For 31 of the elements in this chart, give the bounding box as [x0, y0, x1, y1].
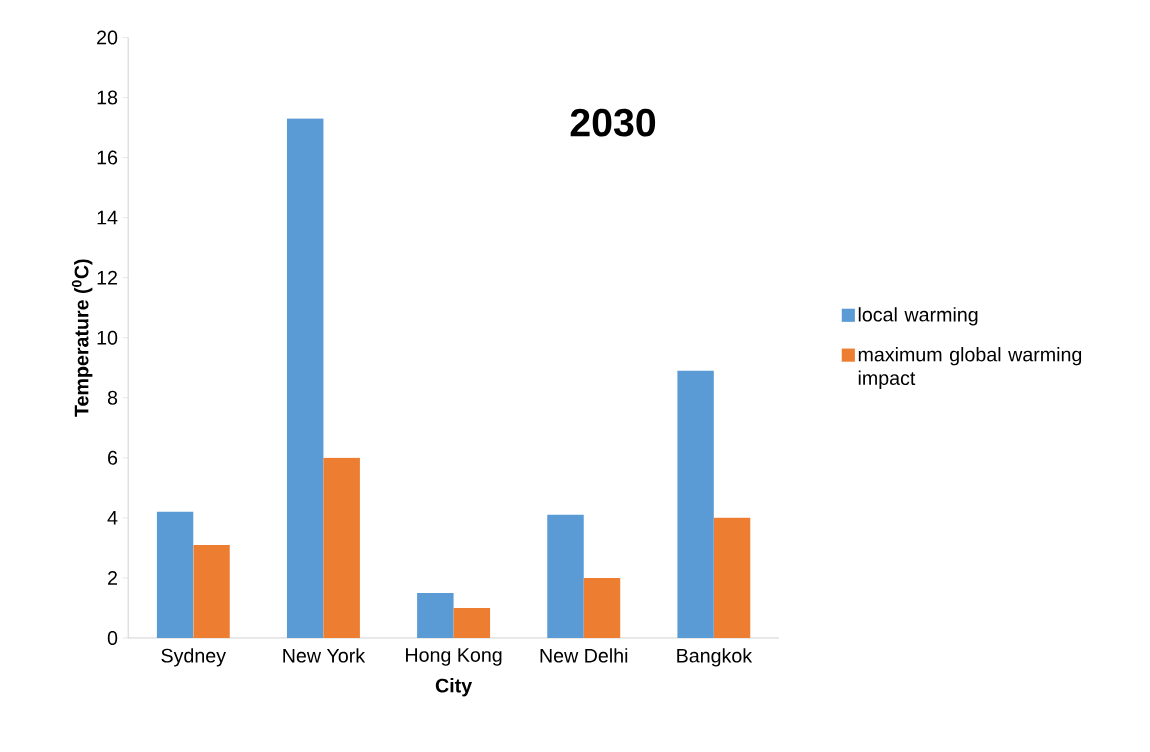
bar: [323, 457, 360, 638]
y-tick-label: 20: [97, 30, 118, 45]
y-tick-label: 6: [108, 450, 118, 465]
bar: [713, 517, 751, 638]
y-tick-label: 18: [97, 90, 118, 105]
y-tick-label: 10: [97, 330, 118, 345]
bar: [193, 544, 230, 638]
y-tick-label: 4: [107, 510, 118, 525]
text: 2030: [570, 108, 656, 137]
y-tick-label: 8: [107, 390, 118, 405]
y-tick-label: 14: [97, 210, 118, 225]
x-tick-label: Hong Kong: [406, 648, 502, 666]
y-tick-label: 16: [97, 150, 118, 165]
bar: [286, 118, 324, 638]
x-tick-label: Sydney: [161, 648, 226, 667]
y-tick-label: 2: [108, 570, 117, 585]
bar: [417, 592, 454, 638]
y-tick-label: 12: [97, 270, 117, 285]
legend-label: local warming: [858, 307, 978, 326]
x-tick-label: New Delhi: [540, 648, 628, 663]
x-tick-label: New York: [283, 648, 366, 663]
bar: [677, 370, 714, 638]
x-axis-title: City: [435, 677, 473, 697]
y-axis-title: Temperature ($^{0}$C): [71, 259, 93, 417]
y-tick-label: 0: [107, 630, 118, 645]
legend-label: maximum global warming impact: [858, 346, 1082, 389]
x-tick-label: Bangkok: [677, 648, 753, 667]
bar: [453, 607, 491, 638]
bar: [156, 511, 194, 638]
bar: [583, 577, 621, 638]
bar: [547, 514, 584, 638]
